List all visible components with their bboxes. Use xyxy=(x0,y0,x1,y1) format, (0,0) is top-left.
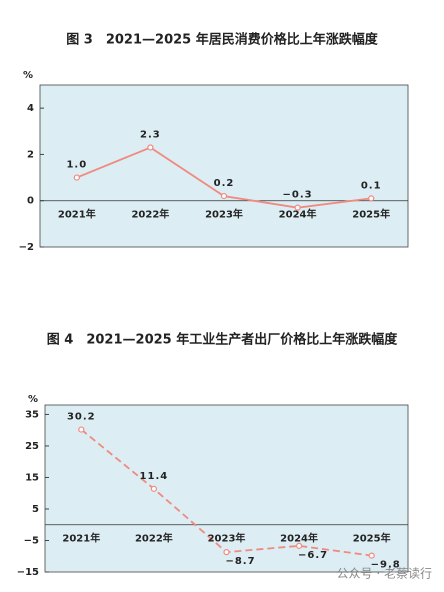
x-tick-label: 2022年 xyxy=(135,532,173,545)
marker xyxy=(223,549,230,556)
y-tick-label: 0 xyxy=(27,196,34,207)
marker xyxy=(294,204,301,211)
value-label: 0.2 xyxy=(214,178,235,189)
value-label: −0.3 xyxy=(283,190,313,201)
marker xyxy=(147,144,154,151)
x-tick-label: 2021年 xyxy=(62,532,100,545)
value-label: 2.3 xyxy=(140,129,161,140)
x-tick-label: 2024年 xyxy=(280,532,318,545)
y-tick-label: 15 xyxy=(25,472,39,483)
plot-area xyxy=(44,404,409,573)
marker xyxy=(368,195,375,202)
value-label: 0.1 xyxy=(361,180,382,191)
marker xyxy=(296,542,303,549)
chart-title: 图 3 2021—2025 年居民消费价格比上年涨跌幅度 xyxy=(66,32,378,48)
x-tick-label: 2025年 xyxy=(353,532,391,545)
marker xyxy=(150,485,157,492)
x-tick-label: 2023年 xyxy=(208,532,246,545)
marker xyxy=(368,552,375,559)
value-label: −9.8 xyxy=(371,560,401,571)
marker xyxy=(220,192,228,200)
x-tick-label: 2024年 xyxy=(279,208,317,221)
y-tick-label: −2 xyxy=(19,242,34,253)
chart-title: 图 4 2021—2025 年工业生产者出厂价格比上年涨跌幅度 xyxy=(47,332,398,348)
y-tick-label: 35 xyxy=(25,409,39,420)
y-axis-unit: % xyxy=(23,70,33,81)
value-label: −6.7 xyxy=(298,550,328,561)
marker xyxy=(73,174,80,181)
y-tick-label: 4 xyxy=(27,103,34,114)
value-label: 1.0 xyxy=(66,160,87,171)
value-label: 30.2 xyxy=(67,412,96,423)
value-label: −8.7 xyxy=(225,556,255,567)
x-tick-label: 2025年 xyxy=(352,208,390,221)
x-tick-label: 2022年 xyxy=(131,208,169,221)
y-tick-label: −5 xyxy=(24,535,39,546)
y-tick-label: 25 xyxy=(25,441,39,452)
marker xyxy=(78,426,85,433)
y-tick-label: 5 xyxy=(32,504,39,515)
x-tick-label: 2021年 xyxy=(58,208,96,221)
y-tick-label: 2 xyxy=(27,149,34,160)
y-tick-label: −15 xyxy=(17,567,39,578)
value-label: 11.4 xyxy=(140,471,169,482)
plot-area xyxy=(39,84,409,248)
watermark: 公众号 · 老蔡读行 xyxy=(337,567,432,581)
y-axis-unit: % xyxy=(28,394,38,405)
x-tick-label: 2023年 xyxy=(205,208,243,221)
